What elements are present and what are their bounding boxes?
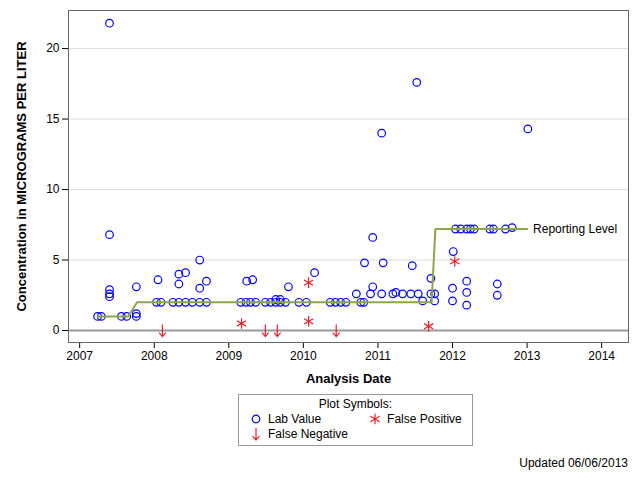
svg-text:2014: 2014 — [588, 349, 615, 363]
svg-text:Concentration in MICROGRAMS PE: Concentration in MICROGRAMS PER LITER — [14, 41, 29, 312]
svg-text:0: 0 — [53, 323, 60, 337]
svg-text:2007: 2007 — [66, 349, 93, 363]
svg-text:2010: 2010 — [290, 349, 317, 363]
html-text:False Positive: False Positive — [387, 412, 462, 426]
html-text:Plot Symbols:: Plot Symbols: — [318, 397, 392, 411]
svg-text:Reporting Level: Reporting Level — [533, 222, 617, 236]
svg-text:Analysis Date: Analysis Date — [306, 371, 391, 386]
html-text:Updated 06/06/2013: Updated 06/06/2013 — [519, 456, 628, 470]
svg-text:2009: 2009 — [215, 349, 242, 363]
svg-text:2008: 2008 — [141, 349, 168, 363]
html-text:Lab Value: Lab Value — [268, 412, 322, 426]
svg-text:20: 20 — [46, 41, 60, 55]
svg-text:2013: 2013 — [514, 349, 541, 363]
svg-text:2011: 2011 — [365, 349, 391, 363]
html-text:False Negative: False Negative — [268, 427, 348, 441]
svg-text:15: 15 — [46, 112, 60, 126]
svg-text:5: 5 — [53, 253, 60, 267]
svg-text:2012: 2012 — [439, 349, 466, 363]
svg-text:10: 10 — [46, 182, 60, 196]
